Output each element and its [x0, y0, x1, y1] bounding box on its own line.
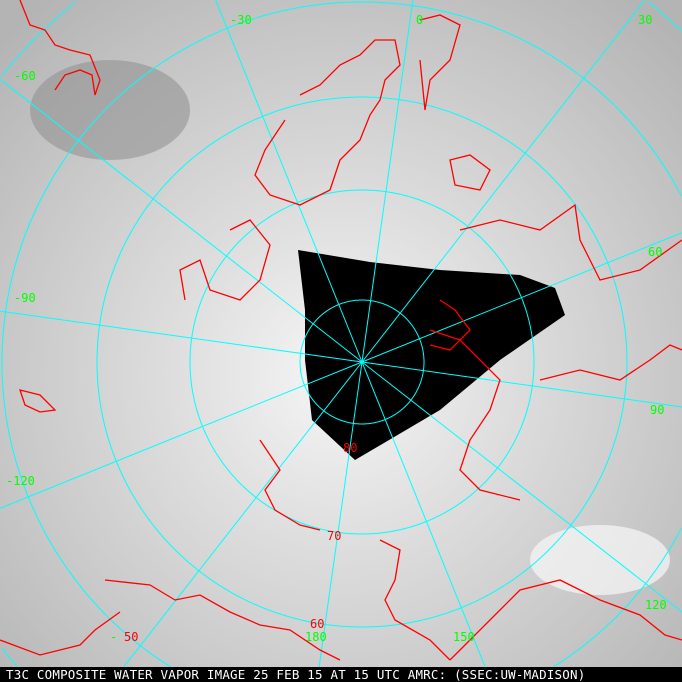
meridian-line [361, 361, 492, 682]
meridian-line [111, 361, 363, 682]
meridian-line [361, 0, 414, 363]
longitude-label: 120 [645, 598, 667, 612]
no-data-wedge [298, 250, 565, 460]
latitude-label: 70 [327, 529, 341, 543]
dry-air-region [30, 60, 190, 160]
latitude-circle [299, 299, 425, 425]
meridian-line [361, 0, 646, 363]
longitude-label: 0 [416, 13, 423, 27]
coastline [179, 219, 271, 301]
longitude-label: 180 [305, 630, 327, 644]
latitude-circle [96, 96, 628, 628]
coastlines [0, 0, 682, 661]
meridian-line [361, 361, 682, 613]
longitude-label: -90 [14, 291, 36, 305]
coastline [539, 344, 682, 381]
meridian-line [0, 78, 363, 363]
image-caption: T3C COMPOSITE WATER VAPOR IMAGE 25 FEB 1… [0, 667, 682, 682]
coastline [419, 14, 461, 111]
longitude-label: 90 [650, 403, 664, 417]
meridian-line [316, 361, 363, 682]
coastline [0, 611, 121, 656]
longitude-label: -60 [14, 69, 36, 83]
coastline [254, 39, 401, 206]
meridian-line [0, 310, 363, 363]
meridian-line [0, 361, 363, 509]
longitude-label: - [110, 630, 117, 644]
latitude-label: 80 [343, 441, 357, 455]
coastline [104, 579, 341, 661]
longitude-label: -30 [230, 13, 252, 27]
latitude-label: 50 [124, 630, 138, 644]
longitude-label: 60 [648, 245, 662, 259]
longitude-label: 150 [453, 630, 475, 644]
longitude-label: -120 [6, 474, 35, 488]
coastline [19, 0, 101, 96]
meridian-line [361, 232, 682, 363]
meridian-line [361, 361, 682, 408]
coastline [429, 329, 521, 501]
coastline [379, 539, 451, 661]
coastline [429, 299, 471, 351]
longitude-label: 30 [638, 13, 652, 27]
coastline [19, 389, 57, 413]
coastline [459, 203, 682, 281]
latitude-label: 60 [310, 617, 324, 631]
coastline [259, 439, 321, 531]
coastline [449, 579, 682, 661]
coastline [449, 154, 491, 191]
meridian-line [215, 0, 363, 363]
moist-cloud-band [530, 525, 670, 595]
latitude-circle [189, 189, 535, 535]
